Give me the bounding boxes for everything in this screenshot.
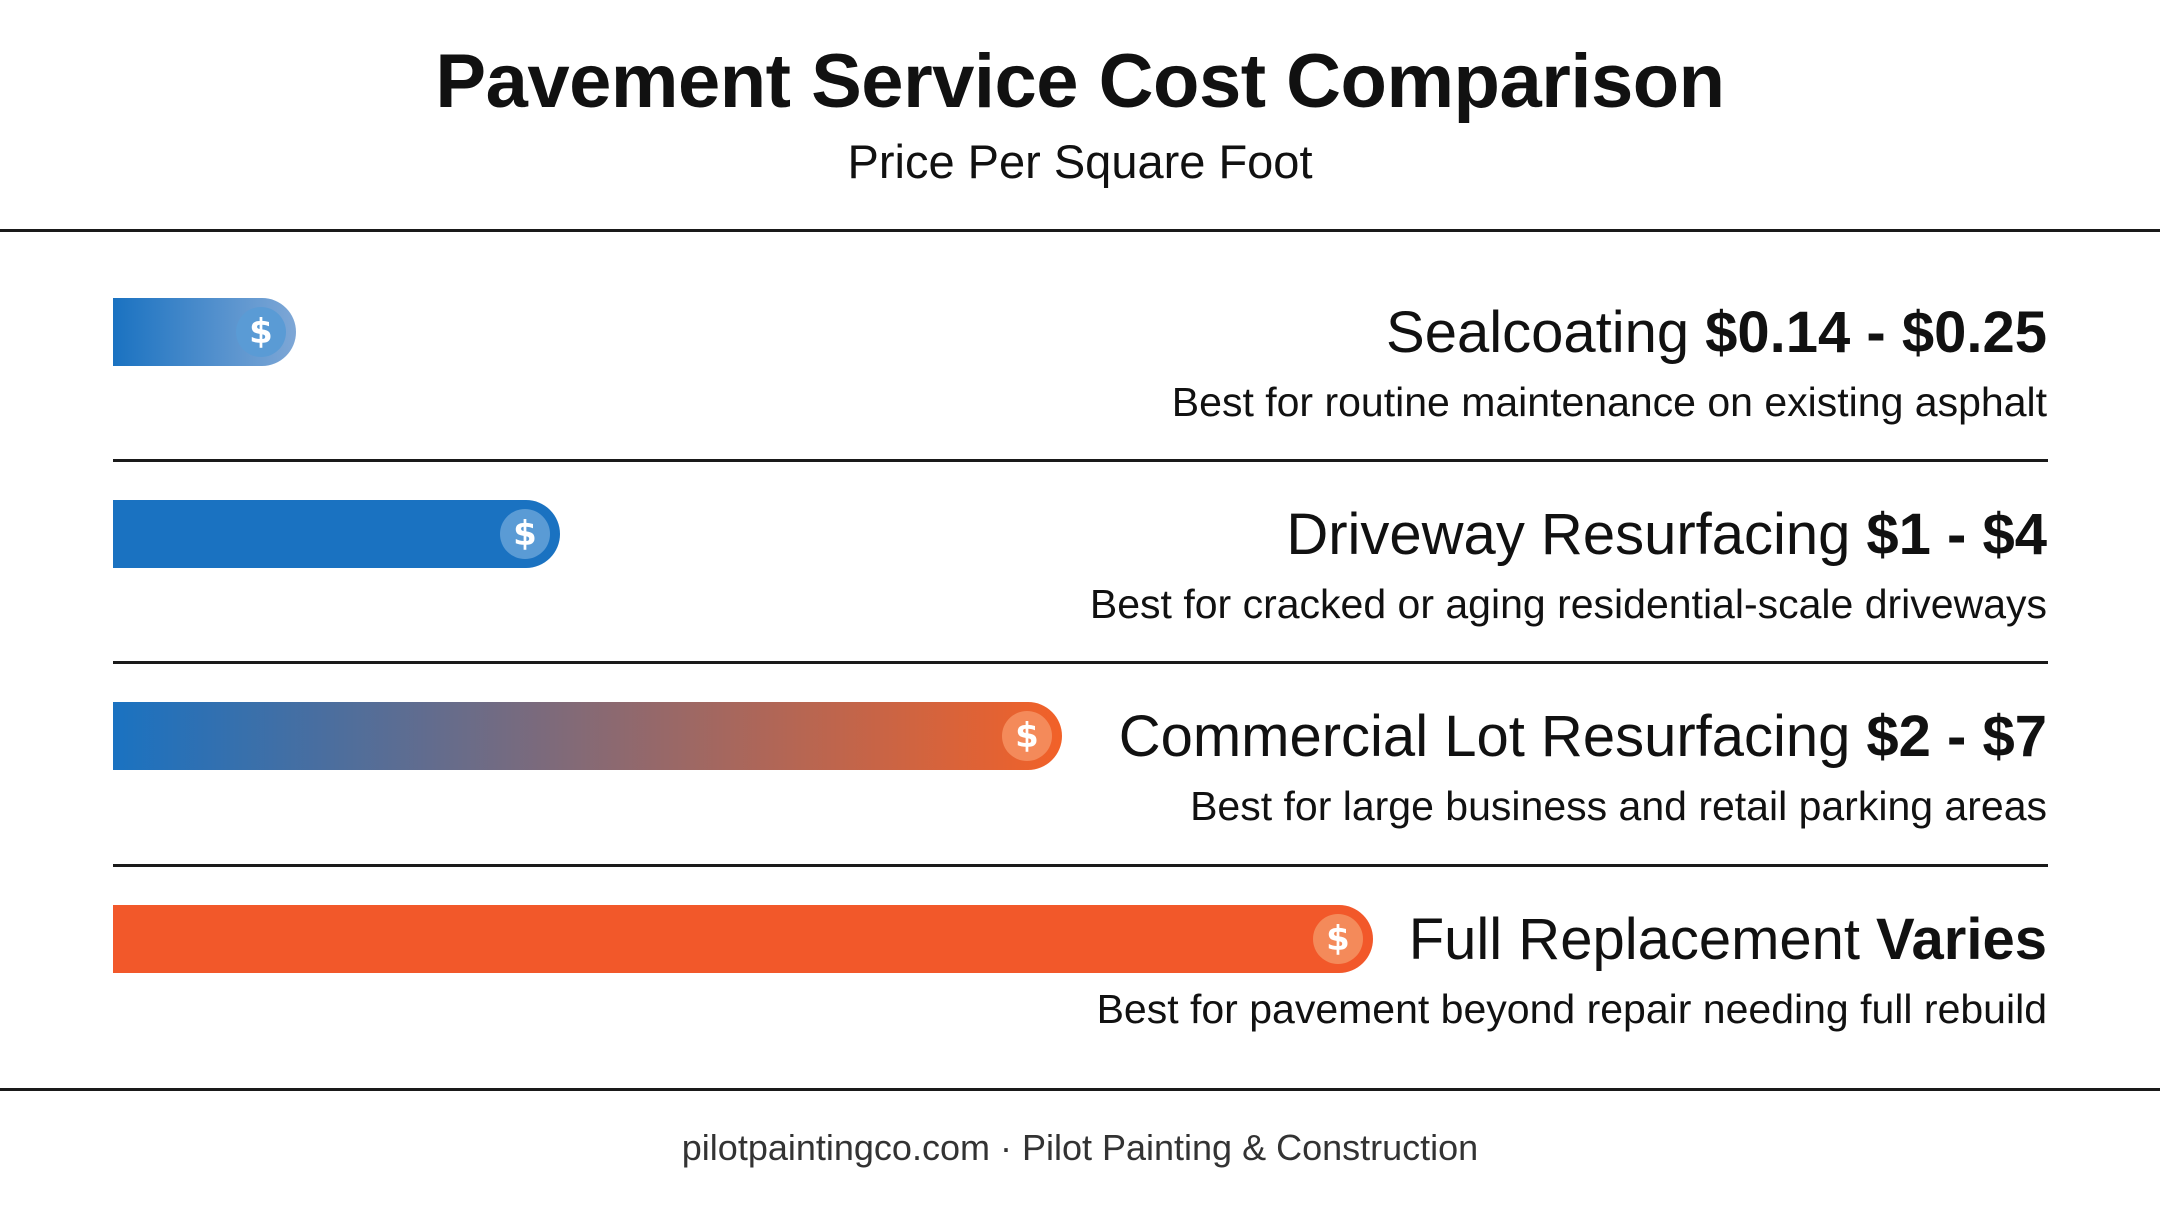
dollar-coin-icon: $ bbox=[236, 307, 286, 357]
row-divider bbox=[113, 864, 2048, 867]
header-divider bbox=[0, 229, 2160, 232]
service-name: Commercial Lot Resurfacing bbox=[1118, 703, 1851, 769]
cost-bar: $ bbox=[113, 298, 296, 366]
cost-bar: $ bbox=[113, 702, 1062, 770]
service-description: Best for large business and retail parki… bbox=[1190, 783, 2047, 829]
dollar-coin-icon: $ bbox=[1002, 711, 1052, 761]
row-divider bbox=[113, 459, 2048, 462]
service-description: Best for routine maintenance on existing… bbox=[1171, 379, 2047, 425]
service-name: Driveway Resurfacing bbox=[1286, 501, 1851, 567]
cost-bar: $ bbox=[113, 905, 1373, 973]
chart-title: Pavement Service Cost Comparison bbox=[435, 39, 1725, 124]
dollar-coin-icon: $ bbox=[500, 509, 550, 559]
service-name: Sealcoating bbox=[1386, 299, 1690, 365]
service-price: Varies bbox=[1876, 906, 2047, 972]
service-price: $1 - $4 bbox=[1866, 501, 2047, 567]
dollar-coin-icon: $ bbox=[1313, 914, 1363, 964]
cost-row: $ Commercial Lot Resurfacing $2 - $7 Best f… bbox=[0, 697, 2160, 897]
cost-row: $ Driveway Resurfacing $1 - $4 Best for cra… bbox=[0, 495, 2160, 695]
service-name: Full Replacement bbox=[1408, 906, 1861, 972]
footer-divider bbox=[0, 1088, 2160, 1091]
service-label: Full Replacement Varies bbox=[1409, 900, 2047, 978]
footer-credit: pilotpaintingco.com · Pilot Painting & C… bbox=[681, 1127, 1479, 1168]
row-divider bbox=[113, 661, 2048, 664]
cost-row: $ Sealcoating $0.14 - $0.25 Best for routin… bbox=[0, 293, 2160, 493]
service-price: $2 - $7 bbox=[1866, 703, 2047, 769]
service-description: Best for pavement beyond repair needing … bbox=[1096, 986, 2047, 1032]
service-label: Commercial Lot Resurfacing $2 - $7 bbox=[1119, 697, 2047, 775]
service-label: Driveway Resurfacing $1 - $4 bbox=[1286, 495, 2047, 573]
cost-row: $ Full Replacement Varies Best for pavement… bbox=[0, 900, 2160, 1100]
service-price: $0.14 - $0.25 bbox=[1705, 299, 2047, 365]
cost-bar: $ bbox=[113, 500, 560, 568]
service-label: Sealcoating $0.14 - $0.25 bbox=[1386, 293, 2047, 371]
service-description: Best for cracked or aging residential-sc… bbox=[1089, 581, 2047, 627]
chart-subtitle: Price Per Square Foot bbox=[847, 135, 1313, 188]
